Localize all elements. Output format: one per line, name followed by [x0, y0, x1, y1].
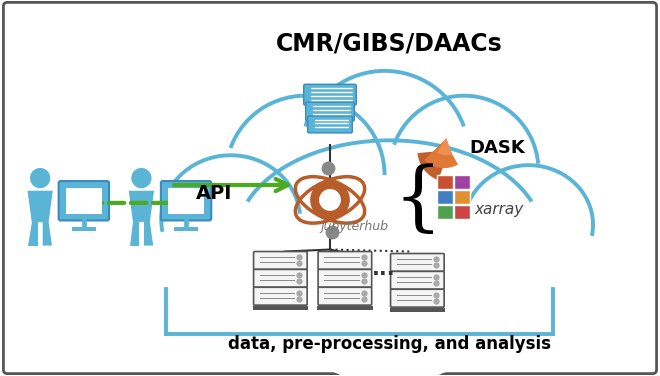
- Text: {: {: [393, 163, 442, 237]
- FancyBboxPatch shape: [318, 252, 372, 269]
- FancyBboxPatch shape: [318, 287, 372, 305]
- Bar: [437, 190, 453, 204]
- Bar: [253, 306, 308, 310]
- Circle shape: [131, 168, 152, 188]
- Wedge shape: [437, 137, 452, 155]
- Bar: [65, 188, 102, 214]
- FancyBboxPatch shape: [59, 181, 109, 220]
- Text: ...: ...: [372, 259, 395, 279]
- Circle shape: [161, 145, 300, 284]
- Polygon shape: [144, 222, 153, 246]
- Text: xarray: xarray: [474, 202, 523, 217]
- Circle shape: [246, 96, 533, 376]
- Text: data, pre-processing, and analysis: data, pre-processing, and analysis: [228, 335, 551, 353]
- FancyBboxPatch shape: [253, 287, 307, 305]
- Bar: [166, 215, 553, 339]
- Circle shape: [389, 96, 539, 244]
- FancyBboxPatch shape: [3, 2, 657, 374]
- FancyBboxPatch shape: [306, 102, 354, 121]
- FancyBboxPatch shape: [304, 84, 356, 105]
- FancyBboxPatch shape: [161, 181, 211, 220]
- Circle shape: [319, 189, 341, 211]
- Text: CMR/GIBS/DAACs: CMR/GIBS/DAACs: [276, 31, 503, 55]
- FancyBboxPatch shape: [308, 116, 352, 133]
- Bar: [437, 205, 453, 219]
- Polygon shape: [28, 191, 53, 222]
- Text: API: API: [195, 185, 232, 203]
- Bar: [454, 205, 470, 219]
- Wedge shape: [418, 150, 449, 180]
- Circle shape: [310, 180, 350, 220]
- Bar: [437, 175, 453, 189]
- FancyBboxPatch shape: [391, 289, 444, 307]
- Text: jupyterhub: jupyterhub: [321, 220, 389, 233]
- FancyBboxPatch shape: [318, 269, 372, 287]
- Bar: [168, 188, 205, 214]
- Wedge shape: [424, 140, 458, 168]
- Circle shape: [300, 71, 469, 240]
- Bar: [454, 190, 470, 204]
- Bar: [317, 306, 373, 310]
- FancyBboxPatch shape: [253, 269, 307, 287]
- Polygon shape: [43, 222, 52, 246]
- Bar: [389, 308, 445, 312]
- FancyBboxPatch shape: [253, 252, 307, 269]
- Circle shape: [464, 150, 593, 279]
- Polygon shape: [28, 222, 38, 246]
- Circle shape: [30, 168, 50, 188]
- Text: DASK: DASK: [469, 139, 525, 157]
- Polygon shape: [129, 222, 139, 246]
- Bar: [454, 175, 470, 189]
- Bar: [174, 227, 198, 231]
- FancyBboxPatch shape: [391, 271, 444, 289]
- Bar: [72, 227, 96, 231]
- Circle shape: [226, 96, 385, 255]
- FancyBboxPatch shape: [391, 253, 444, 271]
- Polygon shape: [129, 191, 154, 222]
